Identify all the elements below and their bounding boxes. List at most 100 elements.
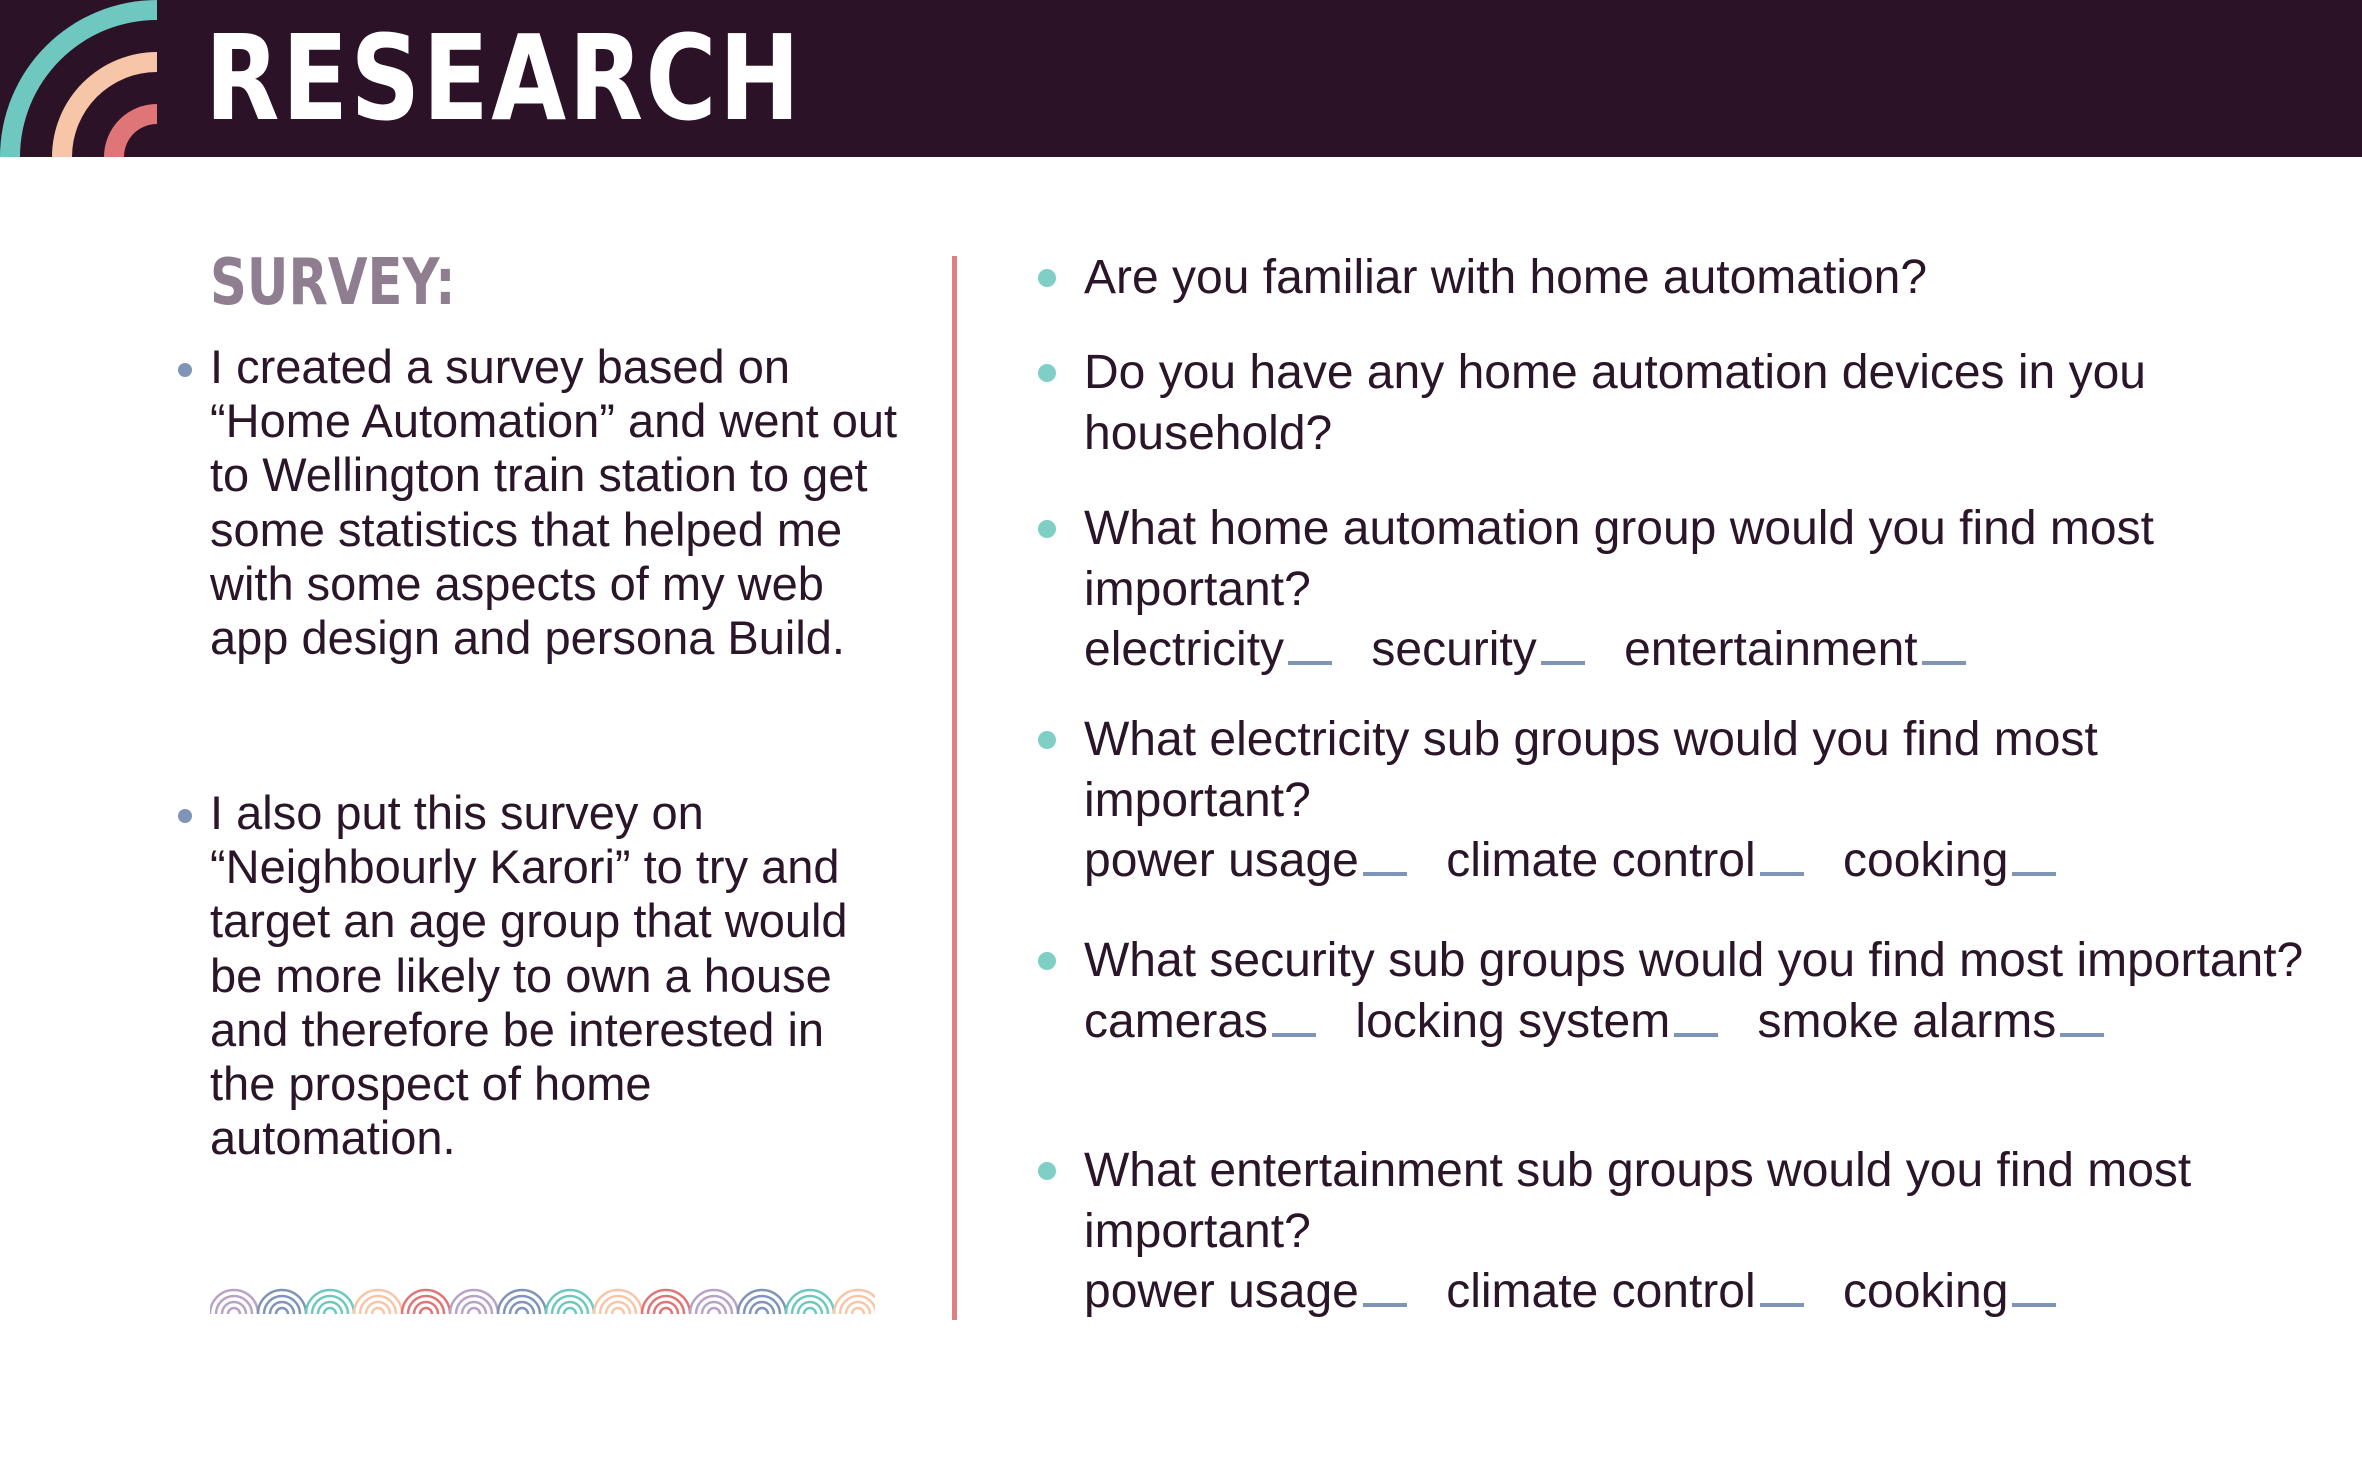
bullet-dot-icon: [1038, 269, 1056, 287]
wave-arc: [544, 1288, 596, 1315]
left-bullet-item: I created a survey based on “Home Automa…: [178, 340, 900, 665]
answer-blank[interactable]: [1272, 1032, 1317, 1037]
bullet-dot-icon: [1038, 520, 1056, 538]
wave-arc: [802, 1306, 818, 1315]
wave-arc: [838, 1294, 875, 1315]
wave-arc: [448, 1288, 500, 1315]
question-item: Are you familiar with home automation?: [1038, 248, 2314, 309]
wave-arc: [214, 1294, 254, 1315]
answer-option: cameras: [1084, 994, 1269, 1048]
wave-arc: [454, 1294, 494, 1315]
answer-option: entertainment: [1624, 623, 1918, 676]
answer-blank[interactable]: [2012, 1303, 2057, 1307]
answer-blank[interactable]: [1288, 661, 1333, 665]
survey-heading: SURVEY:: [210, 246, 456, 320]
answer-options: electricity security entertainment: [1084, 620, 2314, 681]
left-bullet-item: I also put this survey on “Neighbourly K…: [178, 786, 900, 1165]
wave-arc: [784, 1288, 836, 1315]
wave-arc: [592, 1288, 644, 1315]
wave-arc: [322, 1306, 338, 1315]
header-bar: RESEARCH: [0, 0, 2362, 157]
answer-blank[interactable]: [1674, 1032, 1719, 1037]
left-bullet-text: I created a survey based on “Home Automa…: [210, 340, 898, 665]
question-text: What security sub groups would you find …: [1084, 934, 2304, 987]
wave-arc: [352, 1288, 404, 1315]
answer-option: power usage: [1084, 834, 1359, 887]
bullet-dot-icon: [1038, 731, 1056, 749]
answer-blank[interactable]: [1759, 872, 1804, 876]
wave-arc: [508, 1300, 536, 1315]
wave-arc: [556, 1300, 584, 1315]
left-bullet-text: I also put this survey on “Neighbourly K…: [210, 786, 848, 1165]
wave-arc: [598, 1294, 638, 1315]
wave-arc: [844, 1300, 872, 1315]
bullet-dot-icon: [1038, 1162, 1056, 1180]
answer-blank[interactable]: [2012, 872, 2057, 876]
wave-arc: [604, 1300, 632, 1315]
answer-blank[interactable]: [1362, 872, 1407, 876]
arc-logo-icon: [0, 0, 157, 157]
question-item: What electricity sub groups would you fi…: [1038, 710, 2314, 892]
wave-arc: [562, 1306, 578, 1315]
wave-arc: [418, 1306, 434, 1315]
question-item: What security sub groups would you find …: [1038, 931, 2314, 1052]
answer-option: security: [1371, 623, 1537, 676]
wave-arc: [706, 1306, 722, 1315]
wave-arc: [694, 1294, 734, 1315]
wave-arc: [466, 1306, 482, 1315]
answer-option: climate control: [1446, 1265, 1756, 1318]
question-text: What entertainment sub groups would you …: [1084, 1144, 2192, 1258]
wave-arc: [496, 1288, 548, 1315]
wave-arc: [850, 1306, 866, 1315]
wave-arc: [268, 1300, 296, 1315]
answer-options: power usage climate control cooking: [1084, 831, 2314, 892]
answer-option: climate control: [1446, 834, 1756, 887]
wave-arc: [790, 1294, 830, 1315]
wave-arc: [700, 1300, 728, 1315]
wave-arc: [262, 1294, 302, 1315]
question-item: Do you have any home automation devices …: [1038, 343, 2314, 464]
question-text: Are you familiar with home automation?: [1084, 251, 1928, 304]
wave-arc: [688, 1288, 740, 1315]
answer-option: smoke alarms: [1757, 994, 2057, 1048]
answer-blank[interactable]: [1540, 661, 1585, 665]
wave-arc: [460, 1300, 488, 1315]
wave-arc: [400, 1288, 452, 1315]
column-divider: [952, 256, 957, 1320]
wave-arc: [550, 1294, 590, 1315]
wave-arc: [406, 1294, 446, 1315]
bullet-dot-icon: [178, 363, 192, 377]
answer-option: power usage: [1084, 1265, 1359, 1318]
answer-option: electricity: [1084, 623, 1285, 676]
wave-arc: [748, 1300, 776, 1315]
answer-option: cooking: [1843, 834, 2009, 887]
wave-arc: [736, 1288, 788, 1315]
wave-arc: [652, 1300, 680, 1315]
answer-option: locking system: [1355, 994, 1671, 1048]
wave-arc: [358, 1294, 398, 1315]
wave-arc: [256, 1288, 308, 1315]
answer-blank[interactable]: [1362, 1303, 1407, 1307]
page-title: RESEARCH: [205, 9, 803, 147]
wave-arc: [304, 1288, 356, 1315]
wave-pattern-icon: [210, 1288, 875, 1315]
question-item: What entertainment sub groups would you …: [1038, 1141, 2314, 1323]
answer-options: power usage climate control cooking: [1084, 1262, 2314, 1323]
wave-arc: [658, 1306, 674, 1315]
question-text: What electricity sub groups would you fi…: [1084, 713, 2098, 827]
wave-arc: [754, 1306, 770, 1315]
question-item: What home automation group would you fin…: [1038, 499, 2314, 681]
bullet-dot-icon: [178, 809, 192, 823]
wave-arc: [364, 1300, 392, 1315]
answer-blank[interactable]: [1759, 1303, 1804, 1307]
wave-arc: [514, 1306, 530, 1315]
answer-blank[interactable]: [1921, 661, 1966, 665]
wave-arc: [412, 1300, 440, 1315]
wave-arc: [316, 1300, 344, 1315]
bullet-dot-icon: [1038, 364, 1056, 382]
wave-arc: [832, 1288, 875, 1315]
wave-arc: [502, 1294, 542, 1315]
bullet-dot-icon: [1038, 952, 1056, 970]
wave-arc: [226, 1306, 242, 1315]
answer-blank[interactable]: [2060, 1032, 2105, 1037]
